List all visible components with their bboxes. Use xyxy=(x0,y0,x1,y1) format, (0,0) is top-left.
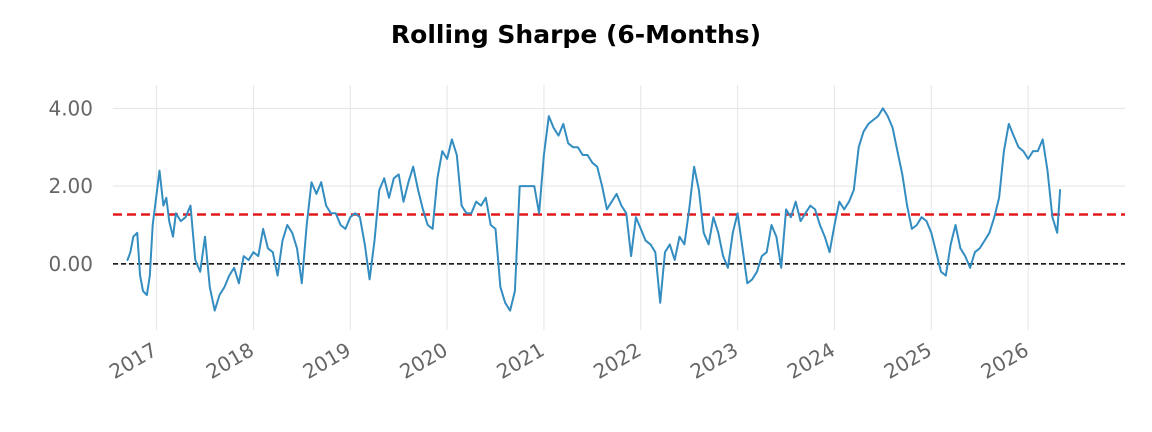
x-tick-label: 2023 xyxy=(686,338,742,384)
x-tick-label: 2025 xyxy=(880,338,936,384)
x-tick-label: 2018 xyxy=(202,338,258,384)
y-axis-ticks: 0.00 2.00 4.00 xyxy=(48,96,93,276)
reference-lines xyxy=(113,213,1125,265)
y-tick-label: 4.00 xyxy=(48,96,93,120)
chart-title: Rolling Sharpe (6-Months) xyxy=(390,20,762,49)
y-tick-label: 2.00 xyxy=(48,174,93,198)
x-tick-label: 2022 xyxy=(589,338,645,384)
x-tick-label: 2019 xyxy=(299,338,355,384)
x-tick-label: 2017 xyxy=(105,338,161,384)
y-tick-label: 0.00 xyxy=(48,252,93,276)
x-tick-label: 2026 xyxy=(977,338,1033,384)
grid xyxy=(113,85,1125,330)
series-layer xyxy=(126,107,1062,312)
x-axis-ticks: 2017 2018 2019 2020 2021 2022 2023 2024 2025 2026 xyxy=(105,338,1033,384)
x-tick-label: 2020 xyxy=(396,338,452,384)
x-tick-label: 2024 xyxy=(783,338,839,384)
x-tick-label: 2021 xyxy=(492,338,548,384)
rolling-sharpe-line xyxy=(126,107,1062,312)
